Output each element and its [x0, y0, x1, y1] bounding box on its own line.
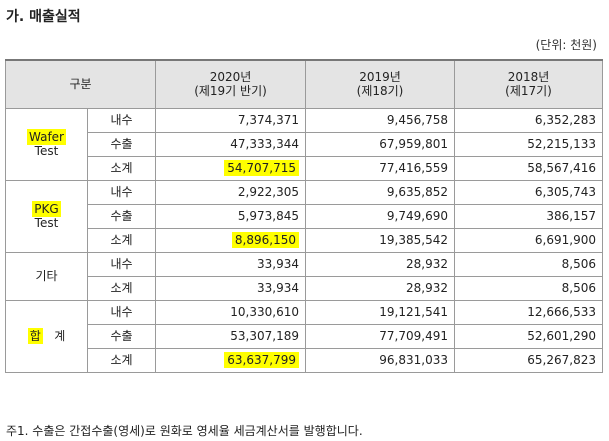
header-period-label: (제17기): [505, 84, 552, 99]
cell-value: 58,567,416: [454, 155, 603, 181]
row-label: 소계: [87, 275, 156, 301]
group-name-line: 계: [54, 329, 66, 343]
cell-value: 8,506: [454, 275, 603, 301]
sales-table: 구분 2020년 (제19기 반기) 2019년 (제18기) 2018년 (제…: [5, 59, 603, 373]
group-other: 기타: [5, 251, 88, 301]
cell-value: 9,456,758: [305, 107, 455, 133]
row-label: 소계: [87, 347, 156, 373]
row-label: 수출: [87, 323, 156, 349]
group-total: 합 계: [5, 299, 88, 373]
cell-value: 6,352,283: [454, 107, 603, 133]
cell-value: 386,157: [454, 203, 603, 229]
cell-value: 6,305,743: [454, 179, 603, 205]
highlighted-value: 63,637,799: [224, 352, 299, 368]
cell-value: 33,934: [155, 251, 306, 277]
section-title: 가. 매출실적: [6, 9, 81, 25]
cell-value: 28,932: [305, 275, 455, 301]
table-row: 소계 33,934 28,932 8,506: [6, 275, 603, 301]
cell-value: 67,959,801: [305, 131, 455, 157]
header-year-label: 2020년: [209, 70, 252, 85]
table-row: 소계 63,637,799 96,831,033 65,267,823: [6, 347, 603, 373]
group-name-line: PKG: [32, 201, 61, 217]
header-year-label: 2019년: [359, 70, 401, 85]
table-row: 수출 47,333,344 67,959,801 52,215,133: [6, 131, 603, 157]
row-label: 내수: [87, 179, 156, 205]
cell-value: 53,307,189: [155, 323, 306, 349]
cell-value: 12,666,533: [454, 299, 603, 325]
cell-value: 47,333,344: [155, 131, 306, 157]
header-row: 구분 2020년 (제19기 반기) 2019년 (제18기) 2018년 (제…: [5, 59, 603, 109]
row-label: 수출: [87, 203, 156, 229]
highlighted-value: 54,707,715: [224, 160, 299, 176]
table-row: 수출 5,973,845 9,749,690 386,157: [6, 203, 603, 229]
table-row: 수출 53,307,189 77,709,491 52,601,290: [6, 323, 603, 349]
cell-value-highlighted: 63,637,799: [155, 347, 306, 373]
cell-value: 65,267,823: [454, 347, 603, 373]
header-year-2018: 2018년 (제17기): [454, 59, 603, 109]
cell-value: 33,934: [155, 275, 306, 301]
group-name-line: Wafer: [27, 129, 66, 145]
row-label: 소계: [87, 227, 156, 253]
cell-value: 96,831,033: [305, 347, 455, 373]
group-name-line: 합: [27, 328, 43, 344]
row-label: 수출: [87, 131, 156, 157]
cell-value: 7,374,371: [155, 107, 306, 133]
cell-value: 5,973,845: [155, 203, 306, 229]
unit-label: (단위: 천원): [535, 38, 597, 52]
header-category: 구분: [5, 59, 156, 109]
row-label: 내수: [87, 107, 156, 133]
group-wafer-test: Wafer Test: [5, 107, 88, 181]
cell-value: 19,385,542: [305, 227, 455, 253]
table-row: 합 계 내수 10,330,610 19,121,541 12,666,533: [5, 299, 603, 373]
group-name-line: Test: [34, 144, 59, 158]
header-year-label: 2018년: [507, 70, 550, 85]
footnote: 주1. 수출은 간접수출(영세)로 원화로 영세율 세금계산서를 발행합니다.: [6, 424, 363, 438]
table-row: PKG Test 내수 2,922,305 9,635,852 6,305,74…: [5, 179, 603, 253]
cell-value: 52,601,290: [454, 323, 603, 349]
highlighted-value: 8,896,150: [231, 232, 299, 248]
cell-value: 28,932: [305, 251, 455, 277]
cell-value: 19,121,541: [305, 299, 455, 325]
cell-value-highlighted: 54,707,715: [155, 155, 306, 181]
cell-value: 10,330,610: [155, 299, 306, 325]
table-row: 기타 내수 33,934 28,932 8,506: [5, 251, 603, 301]
cell-value: 52,215,133: [454, 131, 603, 157]
header-period-label: (제18기): [356, 84, 404, 99]
table-row: 소계 8,896,150 19,385,542 6,691,900: [6, 227, 603, 253]
header-year-2019: 2019년 (제18기): [305, 59, 455, 109]
group-pkg-test: PKG Test: [5, 179, 88, 253]
cell-value: 9,635,852: [305, 179, 455, 205]
table-row: 소계 54,707,715 77,416,559 58,567,416: [6, 155, 603, 181]
cell-value-highlighted: 8,896,150: [155, 227, 306, 253]
cell-value: 9,749,690: [305, 203, 455, 229]
header-year-2020: 2020년 (제19기 반기): [155, 59, 306, 109]
cell-value: 6,691,900: [454, 227, 603, 253]
group-name-line: 기타: [35, 269, 58, 283]
header-period-label: (제19기 반기): [194, 84, 267, 99]
row-label: 내수: [87, 299, 156, 325]
cell-value: 2,922,305: [155, 179, 306, 205]
table-row: Wafer Test 내수 7,374,371 9,456,758 6,352,…: [5, 107, 603, 181]
row-label: 내수: [87, 251, 156, 277]
cell-value: 77,416,559: [305, 155, 455, 181]
group-name-line: Test: [34, 216, 59, 230]
cell-value: 77,709,491: [305, 323, 455, 349]
cell-value: 8,506: [454, 251, 603, 277]
row-label: 소계: [87, 155, 156, 181]
